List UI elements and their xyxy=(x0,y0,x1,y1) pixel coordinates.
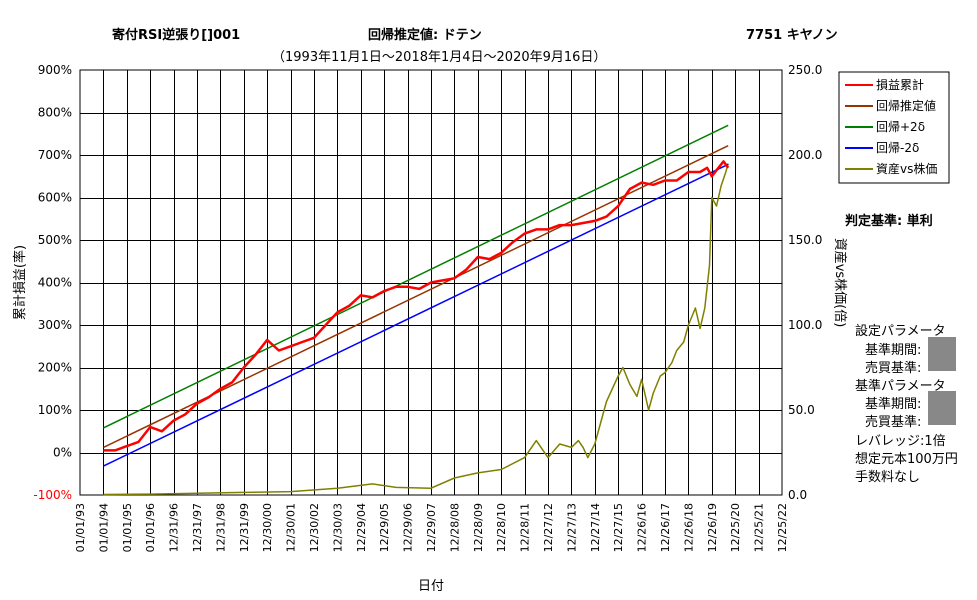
x-tick-label: 12/29/06 xyxy=(402,503,415,552)
x-tick-label: 01/01/96 xyxy=(144,503,157,552)
base-period-row-1: 基準期間: xyxy=(865,339,921,358)
x-tick-label: 12/28/09 xyxy=(472,503,485,552)
x-tick-label: 12/30/01 xyxy=(285,503,298,552)
base-params-label: 基準パラメータ xyxy=(855,379,946,394)
x-tick-label: 12/27/14 xyxy=(589,503,602,552)
y-tick-label-left: 600% xyxy=(38,191,72,205)
y-tick-label-right: 50.0 xyxy=(788,403,815,417)
x-tick-label: 12/27/12 xyxy=(542,503,555,552)
x-tick-label: 12/26/19 xyxy=(706,503,719,552)
estimate-title: 回帰推定値: ドテン xyxy=(368,28,482,43)
fee-label: 手数料なし xyxy=(855,470,921,485)
x-tick-label: 12/26/16 xyxy=(636,503,649,552)
trade-basis-row-2: 売買基準: xyxy=(865,411,921,430)
x-tick-label: 12/25/20 xyxy=(729,503,742,552)
x-tick-label: 12/28/08 xyxy=(448,503,461,552)
legend-entry: 回帰-2δ xyxy=(876,141,919,155)
criterion-label: 判定基準: 単利 xyxy=(845,214,933,229)
y-tick-label-left: 100% xyxy=(38,403,72,417)
y-tick-label-left: 900% xyxy=(38,63,72,77)
legend-entry: 損益累計 xyxy=(876,77,924,92)
period-subtitle: （1993年11月1日～2018年1月4日～2020年9月16日） xyxy=(272,50,607,65)
x-tick-label: 12/29/05 xyxy=(378,503,391,552)
y-tick-label-left: 0% xyxy=(53,446,72,460)
series-line xyxy=(103,124,729,429)
trade-basis-label-2: 売買基準: xyxy=(865,415,922,430)
y-tick-label-right: 200.0 xyxy=(788,148,822,162)
trade-basis-row-1: 売買基準: xyxy=(865,357,921,376)
x-tick-label: 12/28/11 xyxy=(519,503,532,552)
x-axis-label: 日付 xyxy=(418,579,444,594)
y-axis-label-left: 累計損益(率) xyxy=(12,245,28,320)
x-tick-label: 12/25/22 xyxy=(776,503,789,552)
x-tick-label: 01/01/93 xyxy=(74,503,87,552)
trade-basis-label-1: 売買基準: xyxy=(865,361,922,376)
legend-entry: 資産vs株価 xyxy=(876,161,937,176)
y-tick-label-right: 0.0 xyxy=(788,488,807,502)
x-tick-label: 12/30/02 xyxy=(308,503,321,552)
x-tick-label: 12/26/18 xyxy=(682,503,695,552)
masked-value-2 xyxy=(928,391,956,425)
base-period-label-2: 基準期間: xyxy=(865,397,922,412)
x-tick-label: 12/31/99 xyxy=(238,503,251,552)
x-tick-label: 12/27/15 xyxy=(612,503,625,552)
series-line xyxy=(103,163,729,496)
series-line xyxy=(103,160,730,452)
x-tick-label: 12/25/21 xyxy=(753,503,766,552)
base-period-row-2: 基準期間: xyxy=(865,393,921,412)
y-axis-label-right: 資産vs株価(倍) xyxy=(832,238,848,328)
series-line xyxy=(103,163,729,467)
y-tick-label-left: -100% xyxy=(33,488,72,502)
set-params-label: 設定パラメータ xyxy=(855,324,946,339)
x-tick-label: 12/30/00 xyxy=(261,503,274,552)
x-tick-label: 12/30/03 xyxy=(331,503,344,552)
x-tick-label: 12/31/98 xyxy=(214,503,227,552)
y-tick-label-right: 150.0 xyxy=(788,233,822,247)
x-tick-label: 12/29/07 xyxy=(425,503,438,552)
base-period-label-1: 基準期間: xyxy=(865,343,922,358)
y-tick-label-left: 500% xyxy=(38,233,72,247)
legend-entry: 回帰+2δ xyxy=(876,120,925,134)
y-tick-label-left: 700% xyxy=(38,148,72,162)
leverage-label: レバレッジ:1倍 xyxy=(855,434,946,449)
legend-entry: 回帰推定値 xyxy=(876,98,936,113)
ticker-title: 7751 キヤノン xyxy=(746,28,838,43)
y-tick-label-left: 800% xyxy=(38,106,72,120)
x-tick-label: 12/31/96 xyxy=(168,503,181,552)
capital-label: 想定元本100万円 xyxy=(855,452,958,467)
x-tick-label: 12/26/17 xyxy=(659,503,672,552)
x-tick-label: 12/27/13 xyxy=(565,503,578,552)
strategy-title: 寄付RSI逆張り[]001 xyxy=(112,28,241,43)
y-tick-label-right: 250.0 xyxy=(788,63,822,77)
x-tick-label: 12/29/04 xyxy=(355,503,368,552)
x-tick-label: 12/31/97 xyxy=(191,503,204,552)
masked-value-1 xyxy=(928,337,956,371)
x-tick-label: 01/01/94 xyxy=(97,503,110,552)
x-tick-label: 01/01/95 xyxy=(121,503,134,552)
y-tick-label-left: 200% xyxy=(38,361,72,375)
y-tick-label-right: 100.0 xyxy=(788,318,822,332)
y-tick-label-left: 300% xyxy=(38,318,72,332)
x-tick-label: 12/28/10 xyxy=(495,503,508,552)
y-tick-label-left: 400% xyxy=(38,276,72,290)
